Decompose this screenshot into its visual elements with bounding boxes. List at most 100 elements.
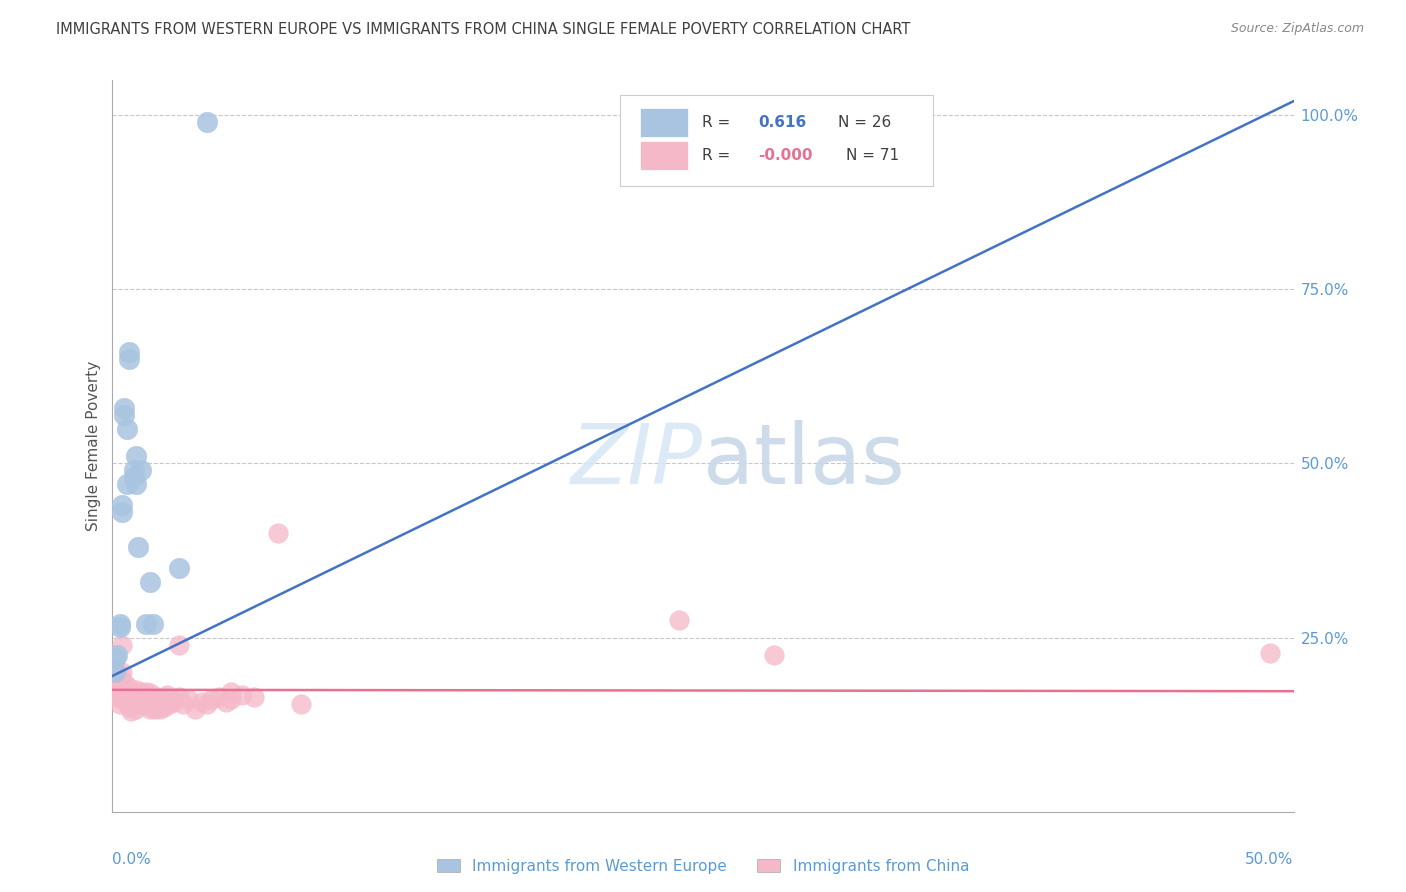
Point <box>668 613 690 627</box>
Point <box>118 351 141 366</box>
Text: R =: R = <box>702 115 735 130</box>
Text: IMMIGRANTS FROM WESTERN EUROPE VS IMMIGRANTS FROM CHINA SINGLE FEMALE POVERTY CO: IMMIGRANTS FROM WESTERN EUROPE VS IMMIGR… <box>56 22 911 37</box>
Point <box>104 662 127 676</box>
Text: 50.0%: 50.0% <box>1246 852 1294 867</box>
Point <box>122 688 145 702</box>
Point <box>112 686 135 700</box>
Point <box>135 685 157 699</box>
Point <box>105 690 128 704</box>
Point <box>139 701 162 715</box>
Point <box>120 697 142 711</box>
Point <box>208 690 231 704</box>
Point <box>142 700 165 714</box>
Point <box>184 701 207 715</box>
Point <box>136 690 159 704</box>
Point <box>122 463 145 477</box>
Point <box>108 616 131 631</box>
Point <box>150 697 173 711</box>
Point <box>195 697 218 711</box>
Point <box>104 651 127 665</box>
Point <box>146 698 169 713</box>
Point <box>231 688 253 702</box>
FancyBboxPatch shape <box>640 108 688 137</box>
Point <box>120 704 142 718</box>
Point <box>104 676 127 690</box>
Legend: Immigrants from Western Europe, Immigrants from China: Immigrants from Western Europe, Immigran… <box>430 853 976 880</box>
Point <box>1258 646 1281 660</box>
Point <box>167 561 190 575</box>
Point <box>156 688 179 702</box>
Point <box>122 470 145 484</box>
Point <box>118 700 141 714</box>
Point <box>112 693 135 707</box>
Point <box>108 697 131 711</box>
Text: 0.0%: 0.0% <box>112 852 152 867</box>
Point <box>139 574 162 589</box>
Point <box>111 498 134 512</box>
Point <box>139 686 162 700</box>
Point <box>149 701 172 715</box>
Point <box>149 693 172 707</box>
Point <box>104 669 127 683</box>
Point <box>115 421 138 435</box>
Point <box>177 691 200 706</box>
Point <box>129 685 152 699</box>
Point <box>108 669 131 683</box>
Point <box>219 691 242 706</box>
Text: 0.616: 0.616 <box>758 115 807 130</box>
Point <box>125 693 148 707</box>
Point <box>201 691 224 706</box>
Point <box>125 477 148 491</box>
Point <box>135 693 157 707</box>
Point <box>762 648 785 662</box>
Point <box>135 616 157 631</box>
Text: atlas: atlas <box>703 420 904 501</box>
Point <box>127 690 149 704</box>
Point <box>215 695 238 709</box>
Point <box>118 682 141 697</box>
Point <box>112 408 135 422</box>
Point <box>111 676 134 690</box>
Point <box>142 691 165 706</box>
FancyBboxPatch shape <box>640 141 688 170</box>
Point <box>105 665 128 680</box>
Point <box>108 679 131 693</box>
Point <box>111 638 134 652</box>
Text: -0.000: -0.000 <box>758 148 813 163</box>
Point <box>139 695 162 709</box>
Point <box>267 526 290 541</box>
Point <box>146 690 169 704</box>
Point <box>115 477 138 491</box>
FancyBboxPatch shape <box>620 95 934 186</box>
Point <box>108 620 131 634</box>
Point <box>112 401 135 415</box>
Point <box>163 695 186 709</box>
Point <box>105 682 128 697</box>
Point <box>191 695 214 709</box>
Point <box>115 679 138 693</box>
Point <box>112 676 135 690</box>
Point <box>243 690 266 704</box>
Point <box>129 695 152 709</box>
Point <box>160 691 183 706</box>
Point <box>143 701 166 715</box>
Point <box>127 697 149 711</box>
Point <box>125 701 148 715</box>
Point <box>132 697 155 711</box>
Point <box>118 345 141 359</box>
Point <box>132 689 155 703</box>
Point <box>118 691 141 706</box>
Point <box>108 690 131 704</box>
Text: ZIP: ZIP <box>571 420 703 501</box>
Y-axis label: Single Female Poverty: Single Female Poverty <box>86 361 101 531</box>
Point <box>290 697 312 711</box>
Point <box>105 648 128 662</box>
Point <box>127 540 149 554</box>
Point <box>125 450 148 464</box>
Point <box>153 700 176 714</box>
Point <box>104 682 127 697</box>
Point <box>111 665 134 680</box>
Point <box>172 697 194 711</box>
Point <box>105 673 128 687</box>
Point <box>136 697 159 711</box>
